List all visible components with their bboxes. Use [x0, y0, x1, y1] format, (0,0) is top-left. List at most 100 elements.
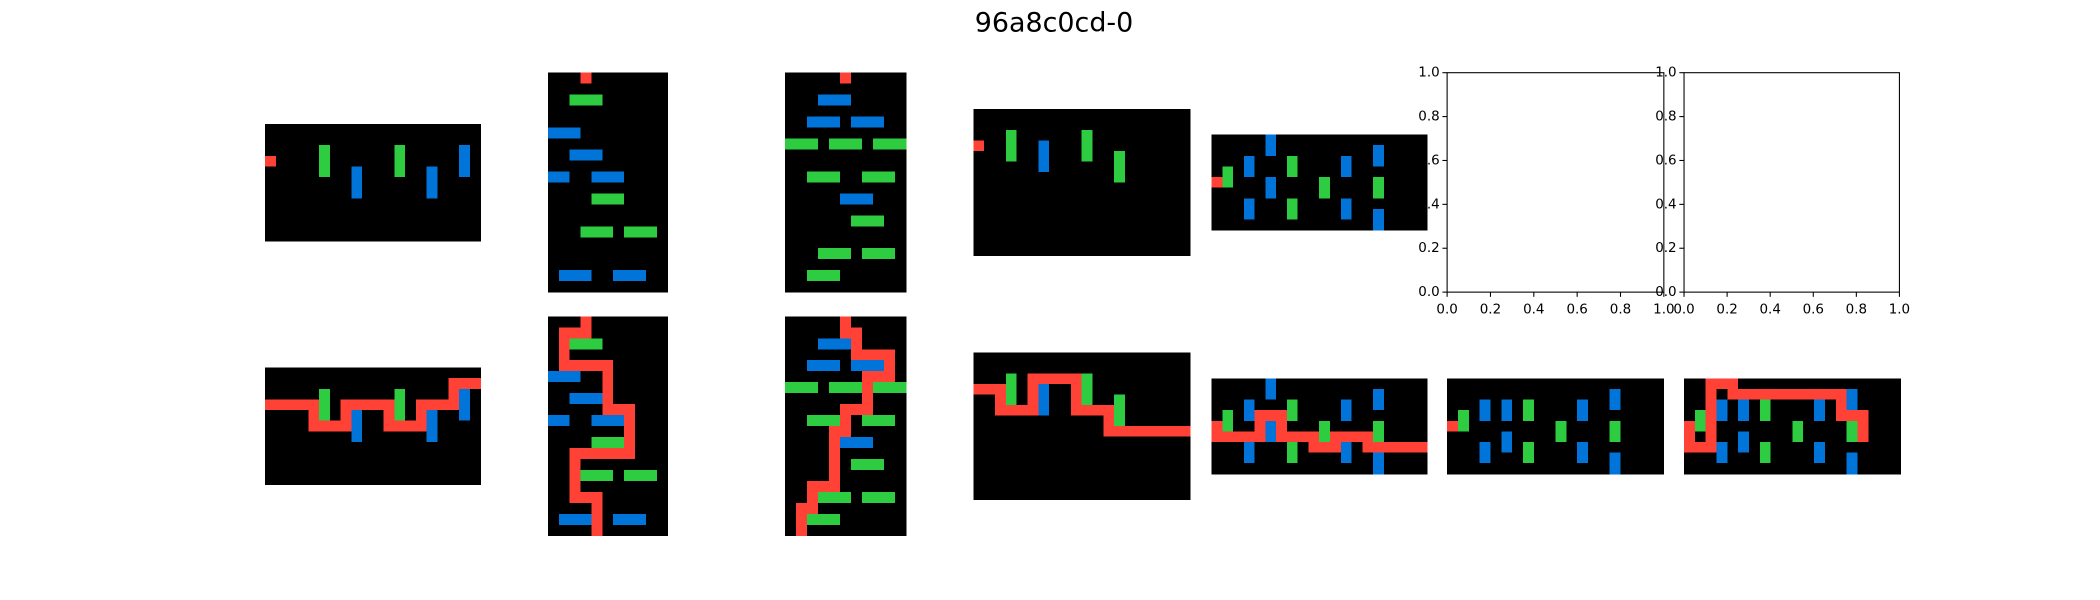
cell	[1243, 145, 1256, 157]
cell	[340, 166, 352, 178]
cell	[459, 177, 471, 189]
cell	[308, 177, 320, 189]
cell	[340, 378, 352, 390]
cell	[286, 155, 298, 167]
cell	[591, 160, 603, 172]
cell	[1394, 441, 1406, 454]
cell	[602, 524, 614, 537]
cell	[448, 420, 460, 432]
cell	[784, 458, 797, 471]
cell	[1103, 352, 1115, 364]
cell	[1081, 373, 1093, 385]
cell	[319, 155, 331, 167]
cell	[580, 393, 592, 405]
cell	[1124, 224, 1137, 236]
cell	[1135, 140, 1148, 152]
cell	[580, 448, 592, 460]
cell	[547, 193, 560, 205]
cell	[850, 281, 863, 293]
cell	[1114, 467, 1126, 479]
cell	[839, 415, 852, 427]
cell	[861, 327, 874, 339]
cell	[569, 360, 581, 372]
cell	[319, 452, 331, 464]
cell	[1059, 478, 1072, 490]
cell	[1598, 452, 1611, 464]
cell	[340, 399, 352, 411]
cell	[784, 94, 797, 107]
cell	[1653, 452, 1665, 464]
cell	[405, 219, 417, 231]
cell	[591, 138, 603, 150]
cell	[308, 134, 320, 146]
cell	[828, 316, 841, 328]
cell	[1243, 420, 1256, 432]
cell	[394, 145, 406, 157]
cell	[994, 234, 1007, 246]
cell	[297, 134, 309, 146]
cell	[351, 463, 363, 475]
cell	[1211, 420, 1223, 432]
cell	[1265, 166, 1277, 178]
cell	[1297, 441, 1309, 454]
cell	[1016, 109, 1028, 120]
cell	[1211, 388, 1223, 400]
cell	[437, 145, 449, 157]
cell	[635, 393, 647, 405]
cell	[994, 245, 1007, 257]
y-tick-label: 0.4	[1418, 197, 1439, 212]
cell	[1016, 352, 1028, 364]
cell	[784, 382, 797, 394]
cell	[1124, 140, 1137, 152]
cell	[448, 473, 460, 486]
cell	[656, 349, 669, 361]
cell	[894, 171, 907, 183]
cell	[569, 281, 581, 293]
cell	[1135, 234, 1148, 246]
cell	[839, 316, 852, 328]
cell	[883, 270, 896, 282]
cell	[286, 410, 298, 422]
cell	[580, 237, 592, 249]
cell	[1081, 150, 1093, 162]
cell	[547, 480, 560, 493]
cell	[806, 193, 819, 205]
x-tick-label: 0.2	[1716, 303, 1737, 318]
cell	[351, 177, 363, 189]
cell	[1222, 219, 1234, 231]
cell	[839, 182, 852, 194]
x-tick-label: 0.4	[1523, 303, 1544, 318]
cell	[569, 237, 581, 249]
cell	[1027, 203, 1039, 215]
cell	[1027, 405, 1039, 416]
cell	[1092, 130, 1104, 141]
cell	[1447, 399, 1459, 411]
cell	[784, 171, 797, 183]
cell	[1319, 155, 1331, 167]
cell	[817, 349, 830, 361]
cell	[883, 524, 896, 537]
cell	[1522, 399, 1535, 411]
x-tick-label: 0.0	[1436, 303, 1457, 318]
cell	[1286, 463, 1299, 475]
cell	[1555, 388, 1567, 400]
cell	[547, 226, 560, 238]
x-tick-label: 1.0	[1889, 303, 1910, 318]
cell	[1857, 452, 1869, 464]
cell	[1092, 161, 1104, 173]
cell	[569, 480, 581, 493]
cell	[645, 513, 658, 526]
cell	[1276, 452, 1288, 464]
cell	[1103, 363, 1115, 375]
cell	[1070, 373, 1083, 385]
cell	[795, 182, 808, 194]
cell	[645, 259, 658, 271]
cell	[635, 259, 647, 271]
cell	[872, 182, 885, 194]
cell	[580, 138, 592, 150]
cell	[1124, 150, 1137, 162]
cell	[806, 469, 819, 482]
cell	[784, 469, 797, 482]
cell	[1319, 410, 1331, 422]
cell	[1653, 431, 1665, 443]
